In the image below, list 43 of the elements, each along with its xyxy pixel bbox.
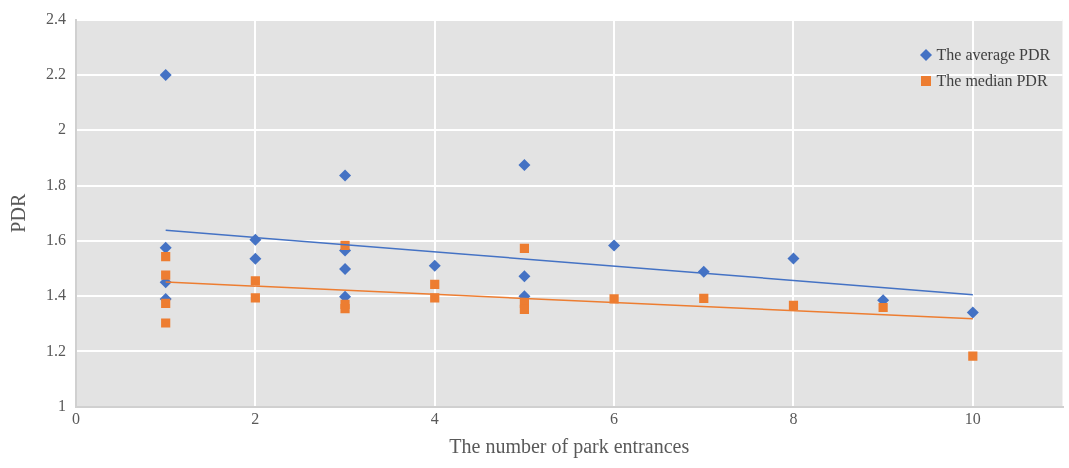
point <box>250 293 260 303</box>
y-tick-label: 1 <box>58 397 66 414</box>
point <box>519 304 530 315</box>
point <box>968 351 978 361</box>
point <box>787 252 800 265</box>
point <box>518 159 531 172</box>
point <box>609 294 619 304</box>
point <box>519 243 530 253</box>
point <box>878 302 888 313</box>
point <box>340 304 350 314</box>
x-tick-label: 10 <box>964 409 981 427</box>
x-tick-label: 4 <box>430 409 439 427</box>
y-tick-label: 1.8 <box>46 175 66 193</box>
legend-label: The average PDR <box>936 44 1051 66</box>
point <box>430 279 440 289</box>
x-tick-label: 6 <box>610 409 619 427</box>
point <box>428 259 441 272</box>
y-tick-label: 1.6 <box>46 231 66 249</box>
y-tick-label: 1.4 <box>46 286 66 304</box>
x-tick-label: 0 <box>72 409 80 427</box>
point <box>339 169 352 182</box>
point <box>161 298 171 308</box>
point <box>249 252 262 265</box>
point <box>161 270 171 280</box>
y-tick-label: 2.2 <box>46 65 66 83</box>
y-axis-title: PDR <box>7 193 30 233</box>
point <box>518 270 531 283</box>
legend-label: The median PDR <box>936 70 1048 91</box>
point <box>966 306 979 319</box>
point <box>250 276 260 286</box>
x-tick-label: 8 <box>789 409 798 427</box>
x-tick-label: 2 <box>251 409 260 427</box>
y-tick-label: 1.2 <box>46 341 66 359</box>
point <box>699 293 709 303</box>
y-tick-label: 2.4 <box>46 9 66 27</box>
point <box>161 252 171 262</box>
point <box>161 318 171 328</box>
x-axis-title: The number of park entrances <box>449 435 690 459</box>
y-tick-label: 2 <box>58 120 66 138</box>
point <box>159 68 172 81</box>
point <box>608 239 621 252</box>
point <box>788 300 799 310</box>
point <box>339 263 352 276</box>
